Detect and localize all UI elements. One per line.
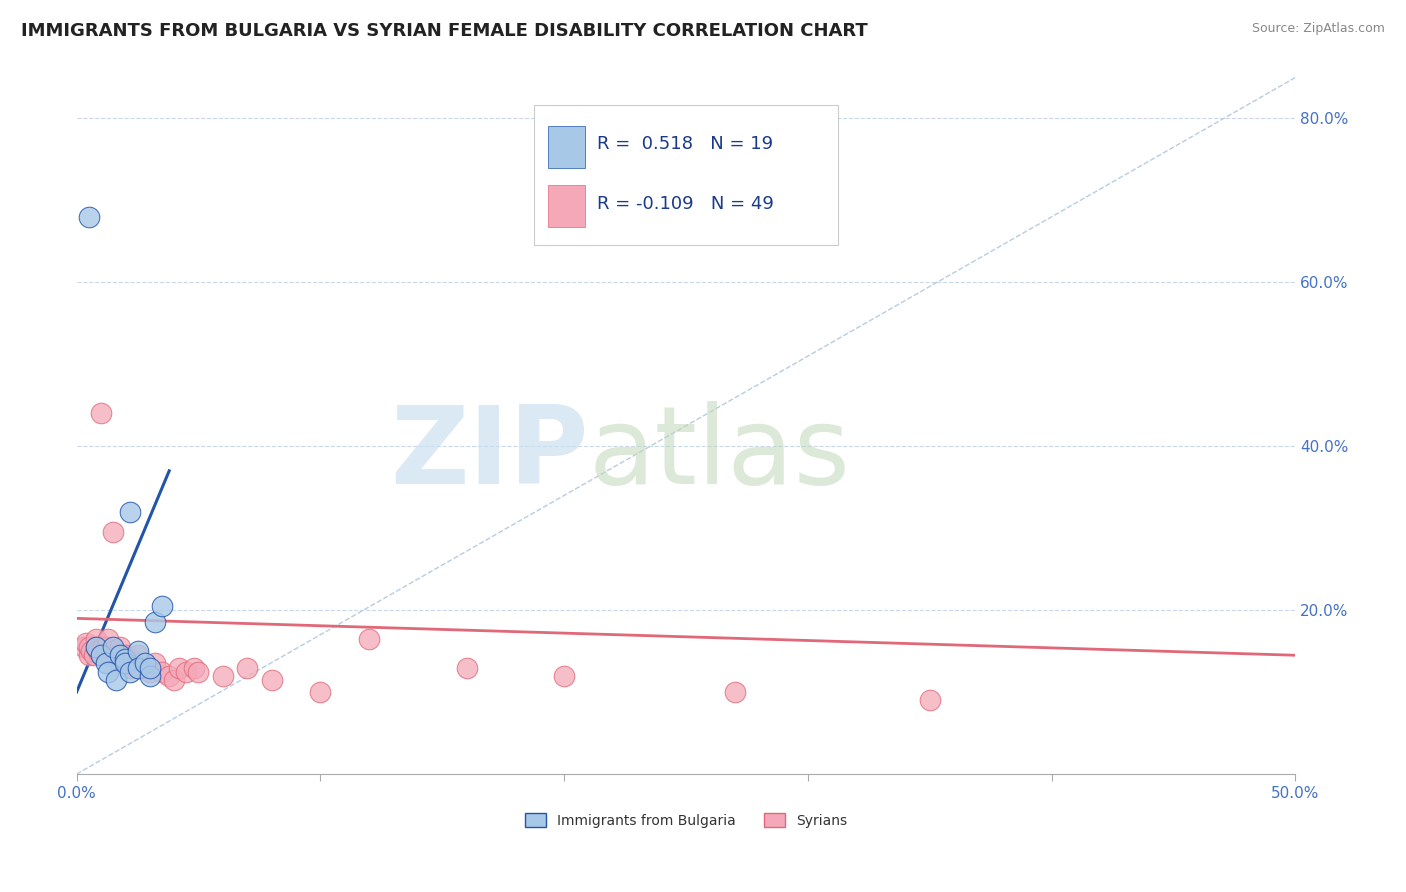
Point	[309, 685, 332, 699]
Point	[138, 665, 160, 679]
Point	[127, 644, 149, 658]
Point	[94, 648, 117, 663]
Point	[93, 640, 115, 654]
Point	[120, 665, 142, 679]
FancyBboxPatch shape	[548, 126, 585, 168]
Point	[110, 657, 132, 671]
Point	[114, 648, 136, 663]
Text: R =  0.518   N = 19: R = 0.518 N = 19	[598, 135, 773, 153]
Point	[90, 407, 112, 421]
Point	[90, 648, 112, 663]
Point	[918, 693, 941, 707]
Point	[724, 685, 747, 699]
Point	[127, 660, 149, 674]
Point	[87, 644, 110, 658]
Point	[84, 640, 107, 654]
Text: atlas: atlas	[589, 401, 851, 507]
Point	[104, 648, 127, 663]
Point	[83, 648, 105, 663]
Point	[100, 648, 122, 663]
Point	[138, 660, 160, 674]
Point	[101, 644, 124, 658]
Point	[104, 673, 127, 687]
Point	[75, 636, 97, 650]
Point	[167, 660, 190, 674]
Point	[114, 657, 136, 671]
Point	[134, 657, 156, 671]
Point	[101, 525, 124, 540]
Point	[187, 665, 209, 679]
Text: R = -0.109   N = 49: R = -0.109 N = 49	[598, 195, 773, 213]
Point	[97, 665, 120, 679]
Point	[150, 665, 173, 679]
Point	[114, 657, 136, 671]
Point	[150, 599, 173, 613]
Point	[121, 657, 143, 671]
Point	[110, 648, 132, 663]
Point	[114, 652, 136, 666]
Text: ZIP: ZIP	[389, 401, 589, 507]
FancyBboxPatch shape	[534, 105, 838, 244]
Point	[101, 640, 124, 654]
Point	[90, 648, 112, 663]
Point	[138, 669, 160, 683]
Point	[107, 652, 129, 666]
Point	[127, 660, 149, 674]
Point	[120, 652, 142, 666]
Point	[111, 652, 134, 666]
Point	[77, 210, 100, 224]
Point	[211, 669, 233, 683]
Point	[120, 660, 142, 674]
Point	[77, 648, 100, 663]
Point	[456, 660, 478, 674]
Point	[94, 640, 117, 654]
Point	[120, 505, 142, 519]
Point	[80, 644, 103, 658]
Point	[134, 660, 156, 674]
Point	[163, 673, 186, 687]
Point	[359, 632, 381, 646]
Point	[174, 665, 197, 679]
Point	[157, 669, 180, 683]
Text: Source: ZipAtlas.com: Source: ZipAtlas.com	[1251, 22, 1385, 36]
Point	[143, 615, 166, 630]
Point	[260, 673, 283, 687]
Point	[94, 657, 117, 671]
Text: IMMIGRANTS FROM BULGARIA VS SYRIAN FEMALE DISABILITY CORRELATION CHART: IMMIGRANTS FROM BULGARIA VS SYRIAN FEMAL…	[21, 22, 868, 40]
Point	[77, 640, 100, 654]
Point	[110, 640, 132, 654]
Point	[127, 648, 149, 663]
Point	[183, 660, 205, 674]
Point	[236, 660, 259, 674]
Point	[73, 640, 96, 654]
Point	[143, 657, 166, 671]
Legend: Immigrants from Bulgaria, Syrians: Immigrants from Bulgaria, Syrians	[520, 807, 852, 833]
Point	[97, 632, 120, 646]
Point	[84, 640, 107, 654]
Point	[84, 632, 107, 646]
FancyBboxPatch shape	[548, 186, 585, 227]
Point	[553, 669, 575, 683]
